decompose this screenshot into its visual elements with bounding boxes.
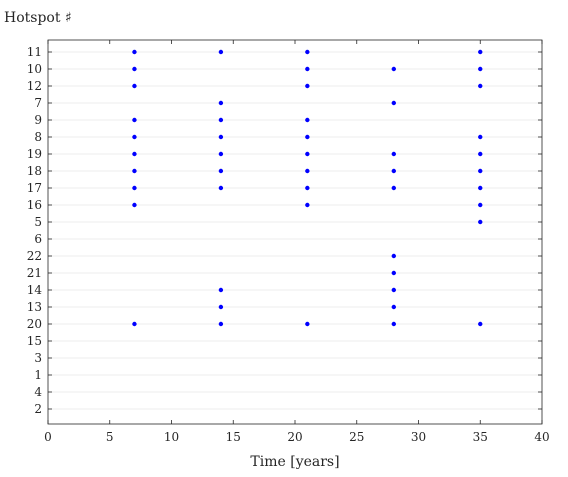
x-tick-label: 0	[44, 430, 52, 444]
data-point	[305, 134, 310, 140]
data-point	[391, 168, 396, 174]
data-point	[478, 151, 483, 157]
x-tick-label: 20	[287, 430, 302, 444]
x-tick-label: 40	[534, 430, 549, 444]
data-point	[132, 168, 137, 174]
data-point	[478, 66, 483, 72]
y-tick-label: 13	[27, 300, 42, 314]
data-point	[391, 100, 396, 106]
data-point	[132, 117, 137, 123]
data-point	[305, 321, 310, 327]
data-point	[391, 151, 396, 157]
data-point	[391, 270, 396, 276]
y-tick-label: 5	[34, 215, 42, 229]
data-point	[132, 202, 137, 208]
data-point	[305, 49, 310, 55]
data-point	[478, 83, 483, 89]
data-point	[478, 185, 483, 191]
scatter-points	[132, 49, 483, 327]
data-point	[218, 304, 224, 310]
y-tick-label: 4	[34, 385, 42, 399]
data-point	[305, 185, 310, 191]
data-point	[218, 100, 224, 106]
y-tick-label: 20	[27, 317, 42, 331]
data-point	[218, 321, 224, 327]
data-point	[305, 66, 310, 72]
y-tick-label: 22	[27, 249, 42, 263]
y-tick-label: 10	[27, 62, 42, 76]
y-axis-title: Hotspot ♯	[4, 10, 72, 26]
data-point	[478, 219, 483, 225]
data-point	[132, 49, 137, 55]
y-tick-label: 1	[34, 368, 42, 382]
y-tick-label: 15	[27, 334, 42, 348]
x-tick-label: 5	[106, 430, 114, 444]
y-tick-label: 16	[27, 198, 42, 212]
y-tick-label: 9	[34, 113, 42, 127]
data-point	[132, 66, 137, 72]
data-point	[132, 151, 137, 157]
data-point	[478, 49, 483, 55]
data-point	[478, 168, 483, 174]
y-tick-label: 14	[27, 283, 43, 297]
data-point	[218, 185, 224, 191]
data-point	[218, 151, 224, 157]
data-point	[391, 185, 396, 191]
data-point	[391, 304, 396, 310]
data-point	[218, 168, 224, 174]
x-tick-label: 30	[411, 430, 426, 444]
data-point	[305, 202, 310, 208]
data-point	[218, 134, 224, 140]
data-point	[478, 202, 483, 208]
y-tick-label: 11	[27, 45, 42, 59]
data-point	[305, 151, 310, 157]
y-tick-label: 6	[34, 232, 42, 246]
data-point	[391, 66, 396, 72]
data-point	[391, 253, 396, 259]
data-point	[305, 83, 310, 89]
data-point	[391, 321, 396, 327]
data-point	[132, 185, 137, 191]
gridlines	[48, 51, 542, 410]
data-point	[305, 117, 310, 123]
data-point	[218, 117, 224, 123]
y-tick-label: 21	[27, 266, 42, 280]
y-tick-label: 18	[27, 164, 42, 178]
data-point	[218, 49, 224, 55]
y-tick-label: 3	[34, 351, 42, 365]
y-tick-label: 8	[34, 130, 42, 144]
y-tick-label: 12	[27, 79, 42, 93]
x-tick-label: 25	[349, 430, 364, 444]
data-point	[391, 287, 396, 293]
data-point	[305, 168, 310, 174]
x-tick-label: 35	[473, 430, 488, 444]
data-point	[132, 134, 137, 140]
x-tick-label: 15	[226, 430, 241, 444]
data-point	[132, 321, 137, 327]
y-tick-label: 17	[27, 181, 42, 195]
y-tick-label: 7	[34, 96, 42, 110]
data-point	[478, 321, 483, 327]
data-point	[132, 83, 137, 89]
x-axis-title: Time [years]	[250, 454, 339, 470]
data-point	[218, 287, 224, 293]
data-point	[478, 134, 483, 140]
y-tick-label: 2	[34, 402, 42, 416]
x-tick-label: 10	[164, 430, 179, 444]
y-tick-label: 19	[27, 147, 42, 161]
